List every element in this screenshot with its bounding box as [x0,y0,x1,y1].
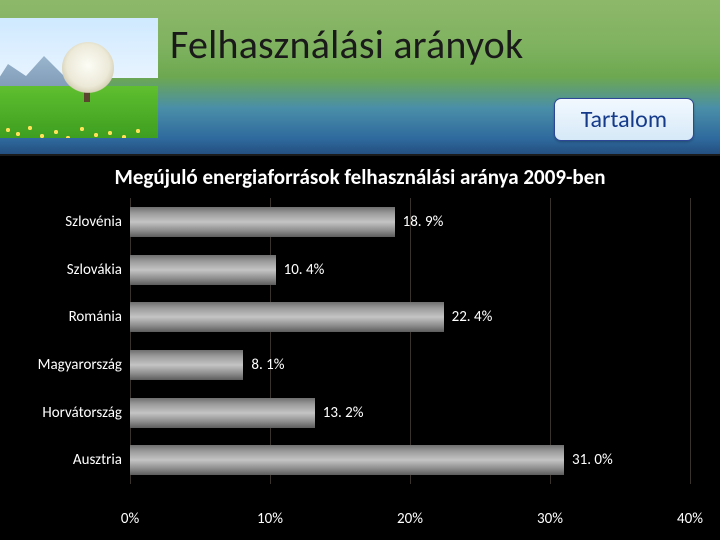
chart-x-axis: 0%10%20%30%40% [130,510,690,530]
chart-x-tick-label: 20% [397,510,423,528]
chart-gridline [270,198,271,484]
chart-y-category-label: Románia [10,308,130,326]
chart-gridline [550,198,551,484]
contents-button[interactable]: Tartalom [554,98,694,141]
chart-y-category-label: Szlovákia [10,261,130,279]
chart-x-tick-label: 0% [121,510,139,528]
chart-bar-value-label: 22. 4% [444,308,493,326]
chart-bar-value-label: 8. 1% [243,356,284,374]
chart-bar: 22. 4% [130,302,444,332]
page-title: Felhasználási arányok [170,20,523,69]
chart-y-category-label: Ausztria [10,451,130,469]
chart-y-category-label: Szlovénia [10,213,130,231]
chart-x-tick-label: 10% [257,510,283,528]
chart-x-tick-label: 40% [677,510,703,528]
chart-gridline [410,198,411,484]
chart-bar: 13. 2% [130,398,315,428]
chart-bar-value-label: 10. 4% [276,261,325,279]
chart-title: Megújuló energiaforrások felhasználási a… [0,158,720,190]
chart-bar-value-label: 31. 0% [564,451,613,469]
chart-y-category-label: Magyarország [10,356,130,374]
chart-y-category-label: Horvátország [10,404,130,422]
chart-plot-area: Szlovénia18. 9%Szlovákia10. 4%Románia22.… [130,198,690,506]
chart-bar-value-label: 13. 2% [315,404,364,422]
bar-chart: Megújuló energiaforrások felhasználási a… [0,158,720,540]
chart-bar-value-label: 18. 9% [395,213,444,231]
chart-gridline [690,198,691,484]
chart-bar: 18. 9% [130,207,395,237]
chart-gridline [130,198,131,484]
slide: Felhasználási arányok Tartalom Megújuló … [0,0,720,540]
chart-bar: 8. 1% [130,350,243,380]
chart-bar: 10. 4% [130,255,276,285]
chart-bar: 31. 0% [130,445,564,475]
chart-x-tick-label: 30% [537,510,563,528]
landscape-thumbnail [0,18,158,138]
